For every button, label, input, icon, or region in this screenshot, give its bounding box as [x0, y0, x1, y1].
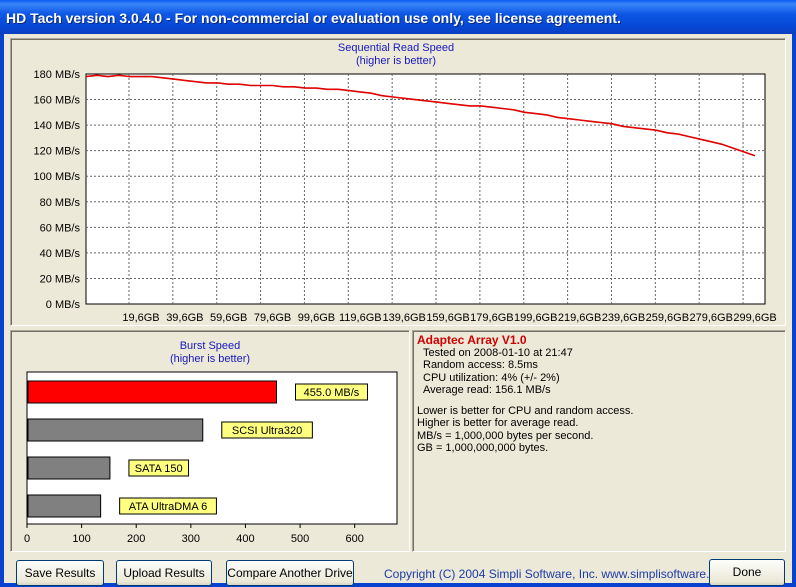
read-ytick-label: 160 MB/s: [34, 95, 81, 107]
read-ytick-label: 180 MB/s: [34, 69, 81, 81]
read-xtick-label: 59,6GB: [210, 312, 247, 324]
burst-label-box: [119, 497, 217, 515]
burst-bar-label: 455.0 MB/s: [304, 387, 360, 399]
burst-xtick-label: 600: [346, 533, 364, 545]
burst-chart-title-line1: Burst Speed: [179, 340, 241, 352]
read-xtick-label: 99,6GB: [298, 312, 335, 324]
read-chart-title-line2: (higher is better): [355, 55, 437, 67]
burst-bar: [27, 380, 277, 404]
read-xtick-label: 139,6GB: [382, 312, 425, 324]
info-text: Adaptec Array V1.0 Tested on 2008-01-10 …: [417, 334, 633, 455]
read-xtick-label: 119,6GB: [339, 312, 382, 324]
burst-xtick-label: 100: [72, 533, 90, 545]
average-read: Average read: 156.1 MB/s: [423, 384, 551, 396]
note-avg: Higher is better for average read.: [417, 417, 579, 429]
cpu-utilization: CPU utilization: 4% (+/- 2%): [423, 371, 560, 384]
read-ytick-label: 20 MB/s: [40, 273, 81, 285]
read-ytick-label: 80 MB/s: [40, 197, 81, 209]
read-ytick-label: 60 MB/s: [40, 222, 81, 234]
read-xtick-label: 279,6GB: [689, 312, 732, 324]
note-gb: GB = 1,000,000,000 bytes.: [417, 442, 549, 454]
info-panel: [412, 330, 786, 552]
tested-date: Tested on 2008-01-10 at 21:47: [423, 346, 573, 359]
window-frame: [0, 34, 796, 587]
window-title: HD Tach version 3.0.4.0 - For non-commer…: [0, 0, 796, 34]
burst-bar: [27, 494, 102, 518]
burst-xtick-label: 0: [24, 533, 30, 545]
read-speed-line: [85, 74, 756, 157]
burst-bar: [27, 418, 204, 442]
read-xtick-label: 199,6GB: [514, 312, 557, 324]
read-plot-area: [85, 73, 766, 305]
burst-xtick-label: 400: [236, 533, 254, 545]
note-cpu: Lower is better for CPU and random acces…: [417, 404, 634, 417]
read-chart-title: Sequential Read Speed (higher is better): [296, 42, 496, 68]
burst-chart-title-line2: (higher is better): [169, 353, 251, 365]
burst-bar-label: SATA 150: [135, 463, 183, 475]
copyright-text: Copyright (C) 2004 Simpli Software, Inc.…: [384, 567, 733, 581]
save-results-button[interactable]: Save Results: [16, 560, 104, 586]
random-access: Random access: 8.5ms: [423, 359, 538, 371]
drive-name: Adaptec Array V1.0: [417, 333, 527, 347]
read-xtick-label: 159,6GB: [426, 312, 469, 324]
burst-xtick-label: 300: [182, 533, 200, 545]
burst-label-box: [295, 383, 368, 401]
read-xtick-label: 79,6GB: [254, 312, 291, 324]
compare-drive-button[interactable]: Compare Another Drive: [226, 560, 354, 586]
read-xtick-label: 219,6GB: [558, 312, 601, 324]
read-ytick-label: 120 MB/s: [34, 146, 81, 158]
burst-label-box: [221, 421, 313, 439]
burst-chart-title: Burst Speed (higher is better): [120, 340, 300, 366]
read-chart-title-line1: Sequential Read Speed: [337, 42, 455, 54]
note-mbs: MB/s = 1,000,000 bytes per second.: [417, 429, 594, 442]
read-ytick-label: 0 MB/s: [46, 299, 81, 311]
read-xtick-label: 299,6GB: [733, 312, 776, 324]
read-xtick-label: 239,6GB: [602, 312, 645, 324]
burst-bar-label: ATA UltraDMA 6: [129, 501, 207, 513]
read-ytick-label: 140 MB/s: [34, 120, 81, 132]
burst-bar-label: SCSI Ultra320: [232, 425, 302, 437]
read-xtick-label: 179,6GB: [470, 312, 513, 324]
burst-xtick-label: 200: [127, 533, 145, 545]
read-ytick-label: 40 MB/s: [40, 248, 81, 260]
upload-results-button[interactable]: Upload Results: [116, 560, 212, 586]
done-button[interactable]: Done: [709, 559, 785, 586]
burst-bar: [27, 456, 111, 480]
read-ytick-label: 100 MB/s: [34, 171, 81, 183]
read-xtick-label: 19,6GB: [122, 312, 159, 324]
burst-label-box: [128, 459, 190, 477]
burst-xtick-label: 500: [291, 533, 309, 545]
read-xtick-label: 39,6GB: [166, 312, 203, 324]
read-xtick-label: 259,6GB: [646, 312, 689, 324]
